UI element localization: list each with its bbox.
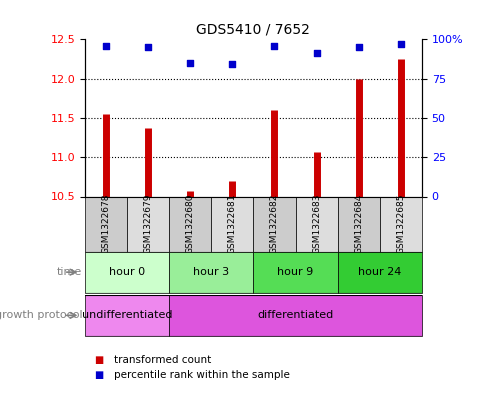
Text: GSM1322679: GSM1322679	[143, 194, 152, 254]
Text: transformed count: transformed count	[114, 354, 211, 365]
Text: hour 9: hour 9	[277, 267, 313, 277]
Text: ■: ■	[94, 354, 104, 365]
Point	[144, 44, 151, 50]
Text: GSM1322680: GSM1322680	[185, 194, 194, 254]
Bar	[211, 196, 253, 252]
Bar	[337, 196, 379, 252]
Text: GSM1322684: GSM1322684	[353, 194, 363, 254]
Point	[228, 61, 236, 68]
Text: GSM1322685: GSM1322685	[395, 194, 405, 254]
Text: time: time	[57, 267, 82, 277]
Point	[102, 42, 109, 49]
Point	[396, 41, 404, 47]
Bar	[253, 196, 295, 252]
Text: hour 24: hour 24	[357, 267, 401, 277]
Text: growth protocol: growth protocol	[0, 310, 82, 320]
Bar	[169, 252, 253, 293]
Point	[186, 60, 194, 66]
Text: hour 0: hour 0	[109, 267, 145, 277]
Bar	[127, 196, 169, 252]
Text: percentile rank within the sample: percentile rank within the sample	[114, 370, 289, 380]
Bar	[295, 196, 337, 252]
Text: GSM1322682: GSM1322682	[270, 194, 278, 254]
Text: undifferentiated: undifferentiated	[82, 310, 172, 320]
Title: GDS5410 / 7652: GDS5410 / 7652	[196, 23, 310, 37]
Text: GSM1322678: GSM1322678	[101, 194, 110, 254]
Bar	[85, 252, 169, 293]
Bar	[253, 252, 337, 293]
Bar	[169, 196, 211, 252]
Text: GSM1322683: GSM1322683	[312, 194, 320, 254]
Point	[270, 42, 278, 49]
Text: GSM1322681: GSM1322681	[227, 194, 236, 254]
Bar	[337, 252, 421, 293]
Text: ■: ■	[94, 370, 104, 380]
Bar	[85, 295, 169, 336]
Bar	[85, 196, 127, 252]
Bar	[169, 295, 421, 336]
Bar	[379, 196, 421, 252]
Point	[312, 50, 320, 57]
Point	[354, 44, 362, 50]
Text: differentiated: differentiated	[257, 310, 333, 320]
Text: hour 3: hour 3	[193, 267, 229, 277]
